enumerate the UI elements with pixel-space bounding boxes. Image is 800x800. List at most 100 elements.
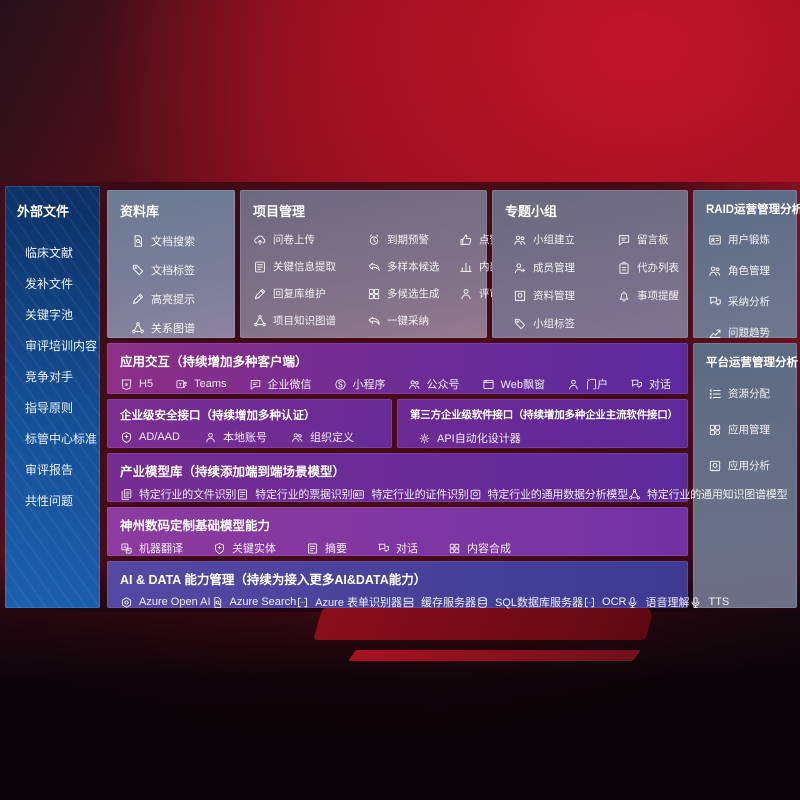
form-recognizer-icon [296,596,309,609]
item-message-board[interactable]: 留言板 [617,232,688,247]
band-title: 企业级安全接口（持续增加多种认证） [120,410,316,422]
item-cache-server[interactable]: 缓存服务器 [402,594,476,610]
item-project-knowledge-graph[interactable]: 项目知识图谱 [253,313,367,328]
item-questionnaire-upload[interactable]: 问卷上传 [253,232,367,247]
item-doc-search[interactable]: 文档搜索 [131,233,235,249]
item-label: Azure Search [229,596,297,608]
item-due-warning[interactable]: 到期预警 [367,232,459,247]
item-reply-lib-maintain[interactable]: 回复库维护 [253,286,367,301]
item-resource-allocation[interactable]: 资源分配 [708,386,797,401]
item-dialog-model[interactable]: 对话 [377,540,418,556]
item-industry-knowledge-graph-model[interactable]: 特定行业的通用知识图谱模型 [628,486,788,502]
item-official-account[interactable]: 公众号 [408,376,460,392]
item-summary[interactable]: 摘要 [306,540,347,556]
item-key-info-extract[interactable]: 关键信息提取 [253,259,367,274]
item-ad-aad[interactable]: AD/AAD [120,431,180,444]
doc-search-icon [131,234,145,248]
item-tts[interactable]: TTS [689,596,729,609]
tts-icon [689,596,702,609]
sidebar-item-review-training-content[interactable]: 审评培训内容 [25,339,98,353]
reminder-bell-icon [617,289,631,303]
item-api-auto-designer[interactable]: API自动化设计器 [418,430,521,446]
resource-list-icon [708,387,722,401]
item-one-click-adopt[interactable]: 一键采纳 [367,313,459,328]
sidebar-item-common-issues[interactable]: 共性问题 [25,494,74,508]
item-material-manage[interactable]: 资料管理 [513,288,617,303]
item-ocr[interactable]: OCR [583,596,626,609]
sidebar-item-clinical-literature[interactable]: 临床文献 [25,246,74,260]
key-entity-icon [213,542,226,555]
item-industry-file-recognition[interactable]: 特定行业的文件识别 [120,486,236,502]
data-analysis-model-icon [469,488,482,501]
item-dialog[interactable]: 对话 [630,376,671,392]
item-highlight-tips[interactable]: 高亮提示 [131,291,235,307]
sidebar-item-center-standards[interactable]: 标管中心标准 [25,432,98,446]
item-app-analysis[interactable]: 应用分析 [708,458,797,473]
item-content-compose[interactable]: 内容合成 [448,540,511,556]
raid-analysis-panel: RAID运营管理分析 用户锻炼 角色管理 采纳分析 问题趋势 [693,190,800,340]
item-label: 内容合成 [467,543,511,555]
reply-arrow-icon [367,260,381,274]
id-recognition-icon [352,488,365,501]
item-machine-translation[interactable]: 机器翻译 [120,540,183,556]
item-web-popup[interactable]: Web飘窗 [482,376,545,392]
item-h5[interactable]: H5 [120,378,153,391]
item-multi-sample-candidates[interactable]: 多样本候选 [367,259,459,274]
item-group-tags[interactable]: 小组标签 [513,316,617,331]
item-mini-program[interactable]: 小程序 [334,376,386,392]
ocr-icon [583,596,596,609]
item-industry-data-analysis-model[interactable]: 特定行业的通用数据分析模型 [469,486,628,502]
item-label: API自动化设计器 [437,433,521,445]
item-industry-receipt-recognition[interactable]: 特定行业的票据识别 [236,486,353,502]
item-label: 代办列表 [637,262,679,274]
item-label: 语音理解 [645,597,690,609]
sidebar-item-competitors[interactable]: 竞争对手 [25,370,74,384]
item-todo-list[interactable]: 代办列表 [617,260,688,275]
sql-db-icon [476,596,489,609]
item-label: 摘要 [325,543,347,555]
sidebar-item-keyword-pool[interactable]: 关键字池 [25,308,74,322]
item-group-create[interactable]: 小组建立 [513,232,617,247]
item-azure-search[interactable]: Azure Search [211,596,297,609]
item-member-manage[interactable]: 成员管理 [513,260,617,275]
item-key-entity[interactable]: 关键实体 [213,540,276,556]
item-label: 文档搜索 [151,236,195,248]
summary-icon [306,542,319,555]
item-label: 到期预警 [387,234,429,246]
item-azure-form-recognizer[interactable]: Azure 表单识别器 [296,594,402,610]
item-sql-db-server[interactable]: SQL数据库服务器 [476,594,583,610]
receipt-recognition-icon [236,488,249,501]
item-relation-graph[interactable]: 关系图谱 [131,320,235,336]
item-azure-openai[interactable]: Azure Open AI [120,596,211,609]
item-label: SQL数据库服务器 [495,597,584,609]
sidebar-item-review-reports[interactable]: 审评报告 [25,463,74,477]
item-doc-tags[interactable]: 文档标签 [131,262,235,278]
sidebar-item-supplementary-files[interactable]: 发补文件 [25,277,74,291]
item-label: 小程序 [352,379,386,391]
item-label: 门户 [585,379,608,391]
item-multi-candidate-generate[interactable]: 多候选生成 [367,286,459,301]
portal-icon [567,378,580,391]
app-analysis-icon [708,459,722,473]
item-event-reminder[interactable]: 事项提醒 [617,288,688,303]
item-app-manage[interactable]: 应用管理 [708,422,797,437]
item-user-training[interactable]: 用户锻炼 [708,232,797,247]
item-adoption-analysis[interactable]: 采纳分析 [708,294,797,309]
item-speech-understanding[interactable]: 语音理解 [626,594,689,610]
item-role-manage[interactable]: 角色管理 [708,263,797,278]
item-org-definition[interactable]: 组织定义 [291,429,354,445]
sidebar-item-guidelines[interactable]: 指导原则 [25,401,74,415]
security-items: AD/AAD 本地账号 组织定义 [120,429,379,445]
cache-server-icon [402,596,415,609]
item-label: 企业微信 [267,379,312,391]
item-teams[interactable]: Teams [175,378,226,391]
speech-icon [626,596,639,609]
item-industry-id-recognition[interactable]: 特定行业的证件识别 [352,486,469,502]
item-wechat-work[interactable]: 企业微信 [249,376,312,392]
item-issue-trend[interactable]: 问题趋势 [708,325,797,340]
item-label: Azure Open AI [139,596,211,608]
highlight-pen-icon [131,292,145,306]
ai-data-band: AI & DATA 能力管理（持续为接入更多AI&DATA能力） Azure O… [107,561,729,610]
item-portal[interactable]: 门户 [567,376,608,392]
item-local-account[interactable]: 本地账号 [204,429,267,445]
